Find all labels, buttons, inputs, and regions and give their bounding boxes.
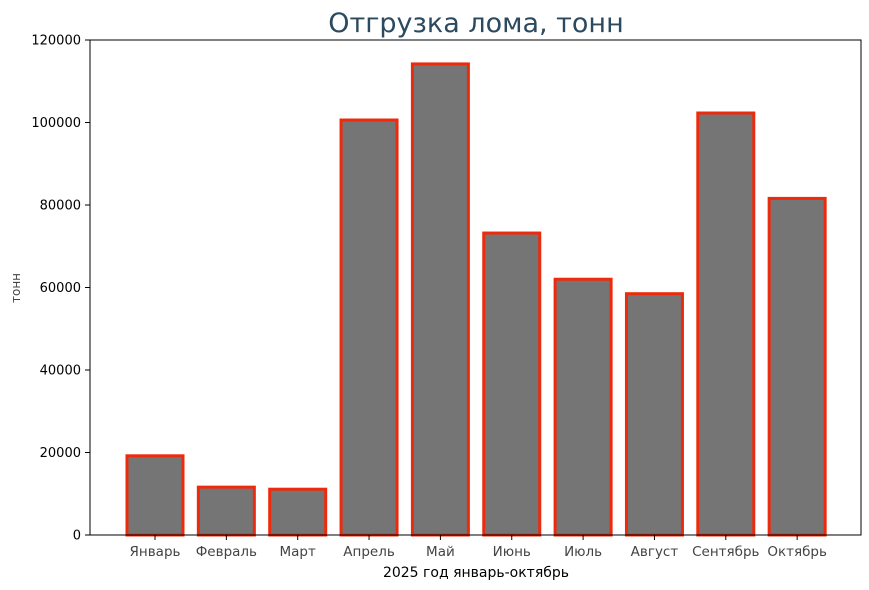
bar (196, 485, 256, 537)
x-tick-label: Октябрь (767, 544, 827, 560)
bar (553, 277, 613, 537)
y-axis-ticks: 0 20000 40000 60000 80000 100000 120000 (31, 34, 90, 544)
y-tick-label: 100000 (31, 116, 81, 131)
x-axis-label: 2025 год январь-октябрь (383, 565, 569, 581)
bar (268, 487, 328, 537)
bar (696, 111, 756, 537)
bar (125, 454, 185, 537)
x-axis-ticks: Январь Февраль Март Апрель Май Июнь Июль Август… (130, 535, 827, 560)
y-tick-label: 20000 (40, 446, 81, 461)
chart-title: Отгрузка лома, тонн (328, 8, 623, 39)
x-tick-label: Апрель (343, 544, 395, 560)
x-tick-label: Сентябрь (692, 544, 759, 560)
bar (482, 231, 542, 537)
bar (624, 292, 684, 537)
bar (339, 118, 399, 537)
y-axis-label: тонн (9, 273, 23, 303)
bar (410, 62, 470, 537)
x-tick-label: Июнь (493, 544, 531, 560)
y-tick-label: 80000 (40, 199, 81, 214)
y-tick-label: 60000 (40, 281, 81, 296)
y-tick-label: 0 (73, 529, 81, 544)
x-tick-label: Июль (564, 544, 602, 560)
plot-frame (89, 39, 862, 536)
bar (767, 196, 827, 537)
x-tick-label: Май (426, 544, 455, 560)
y-tick-label: 40000 (40, 364, 81, 379)
x-tick-label: Март (280, 544, 316, 560)
x-tick-label: Февраль (196, 544, 257, 560)
bars (125, 62, 827, 537)
x-tick-label: Август (631, 544, 679, 560)
x-tick-label: Январь (130, 544, 181, 560)
y-tick-label: 120000 (31, 34, 81, 49)
